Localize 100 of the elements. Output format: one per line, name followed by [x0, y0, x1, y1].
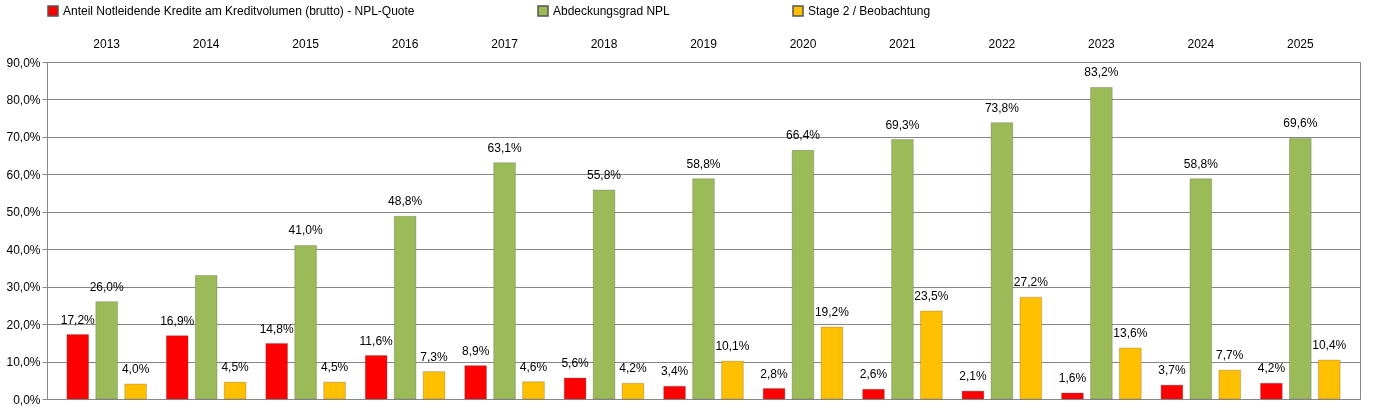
- y-tick-label: 30,0%: [6, 280, 41, 295]
- bar: [862, 389, 885, 400]
- bar: [1318, 359, 1341, 400]
- bar: [663, 386, 686, 400]
- bar: [1289, 138, 1312, 400]
- x-tick-label: 2022: [988, 36, 1016, 51]
- data-label: 73,8%: [984, 100, 1020, 115]
- data-label: 10,1%: [715, 339, 750, 354]
- x-tick-label: 2017: [491, 36, 519, 51]
- data-label: 55,8%: [587, 168, 622, 183]
- bar: [1160, 385, 1183, 400]
- data-label: 66,4%: [785, 128, 821, 143]
- data-label: 17,2%: [60, 312, 96, 327]
- bar: [423, 371, 446, 400]
- bar: [961, 390, 984, 400]
- x-tick-label: 2024: [1187, 36, 1215, 51]
- data-label: 11,6%: [359, 333, 394, 348]
- y-tick-label: 0,0%: [13, 392, 41, 407]
- x-tick-label: 2015: [292, 36, 320, 51]
- bar: [1090, 87, 1113, 400]
- bar: [621, 383, 644, 400]
- bar: [820, 326, 843, 400]
- y-tick-label: 60,0%: [6, 167, 41, 182]
- data-label: 7,3%: [420, 349, 449, 364]
- data-label: 4,6%: [519, 359, 548, 374]
- data-label: 48,8%: [388, 194, 423, 209]
- x-tick-label: 2021: [889, 36, 917, 51]
- data-label: 58,8%: [686, 156, 721, 171]
- bar: [166, 335, 189, 400]
- bar: [763, 388, 786, 400]
- x-tick-label: 2019: [690, 36, 718, 51]
- bar: [464, 365, 487, 400]
- data-label: 41,0%: [288, 223, 323, 238]
- data-label: 26,0%: [89, 279, 125, 294]
- data-label: 4,0%: [121, 362, 150, 377]
- data-label: 7,7%: [1216, 348, 1244, 363]
- y-tick-label: 10,0%: [6, 355, 41, 370]
- data-label: 69,6%: [1283, 116, 1318, 131]
- data-label: 14,8%: [259, 321, 295, 336]
- bar: [891, 139, 914, 400]
- data-label: 4,2%: [1257, 361, 1286, 376]
- bar: [920, 310, 943, 400]
- x-tick-label: 2018: [590, 36, 618, 51]
- bar: [522, 381, 545, 400]
- x-tick-label: 2025: [1286, 36, 1314, 51]
- data-label: 3,4%: [660, 364, 689, 379]
- bar: [493, 162, 516, 400]
- bar: [265, 343, 288, 400]
- data-label: 58,8%: [1183, 156, 1219, 171]
- y-tick-label: 70,0%: [6, 130, 41, 145]
- bar: [721, 361, 744, 400]
- data-label: 19,2%: [814, 305, 850, 320]
- data-label: 83,2%: [1084, 65, 1119, 80]
- data-label: 23,5%: [914, 289, 949, 304]
- y-tick-label: 50,0%: [6, 205, 41, 220]
- bar: [593, 189, 616, 400]
- x-tick-label: 2014: [192, 36, 220, 51]
- bar: [1189, 178, 1212, 400]
- bar: [1260, 383, 1283, 400]
- bar: [564, 377, 587, 400]
- y-tick-label: 80,0%: [6, 92, 41, 107]
- bar: [692, 178, 715, 400]
- y-tick-label: 40,0%: [6, 242, 41, 257]
- data-label: 16,9%: [160, 313, 195, 328]
- bar: [1119, 347, 1142, 400]
- bar: [1218, 370, 1241, 400]
- y-tick-label: 20,0%: [6, 317, 41, 332]
- data-label: 4,5%: [221, 360, 250, 375]
- y-tick-label: 90,0%: [6, 55, 41, 70]
- data-label: 69,3%: [885, 117, 920, 132]
- bar: [124, 383, 147, 400]
- bar: [195, 275, 218, 400]
- bar: [394, 216, 417, 400]
- legend-label: Anteil Notleidende Kredite am Kreditvolumen (brutto) - NPL-Quote: [63, 4, 415, 18]
- data-label: 1,6%: [1058, 371, 1087, 386]
- data-label: 2,1%: [959, 369, 987, 384]
- x-tick-label: 2013: [93, 36, 121, 51]
- bar: [1019, 297, 1042, 400]
- bar: [294, 245, 317, 400]
- legend-label: Stage 2 / Beobachtung: [808, 4, 931, 18]
- bar: [95, 301, 118, 400]
- bar: [66, 334, 89, 400]
- data-label: 27,2%: [1013, 275, 1049, 290]
- data-label: 4,5%: [320, 360, 349, 375]
- bar: [365, 355, 388, 400]
- data-label: 10,4%: [1312, 338, 1347, 353]
- bar: [791, 150, 814, 400]
- bar: [323, 382, 346, 400]
- data-label: 4,2%: [619, 361, 647, 376]
- bar: [224, 382, 247, 400]
- data-label: 8,9%: [461, 343, 490, 358]
- data-label: 5,6%: [561, 356, 590, 371]
- data-label: 2,6%: [859, 367, 888, 382]
- data-label: 13,6%: [1113, 326, 1148, 341]
- x-tick-label: 2020: [789, 36, 817, 51]
- bar: [1061, 392, 1084, 400]
- x-tick-label: 2023: [1088, 36, 1116, 51]
- bar: [990, 122, 1013, 400]
- x-tick-label: 2016: [391, 36, 419, 51]
- data-label: 3,7%: [1158, 363, 1186, 378]
